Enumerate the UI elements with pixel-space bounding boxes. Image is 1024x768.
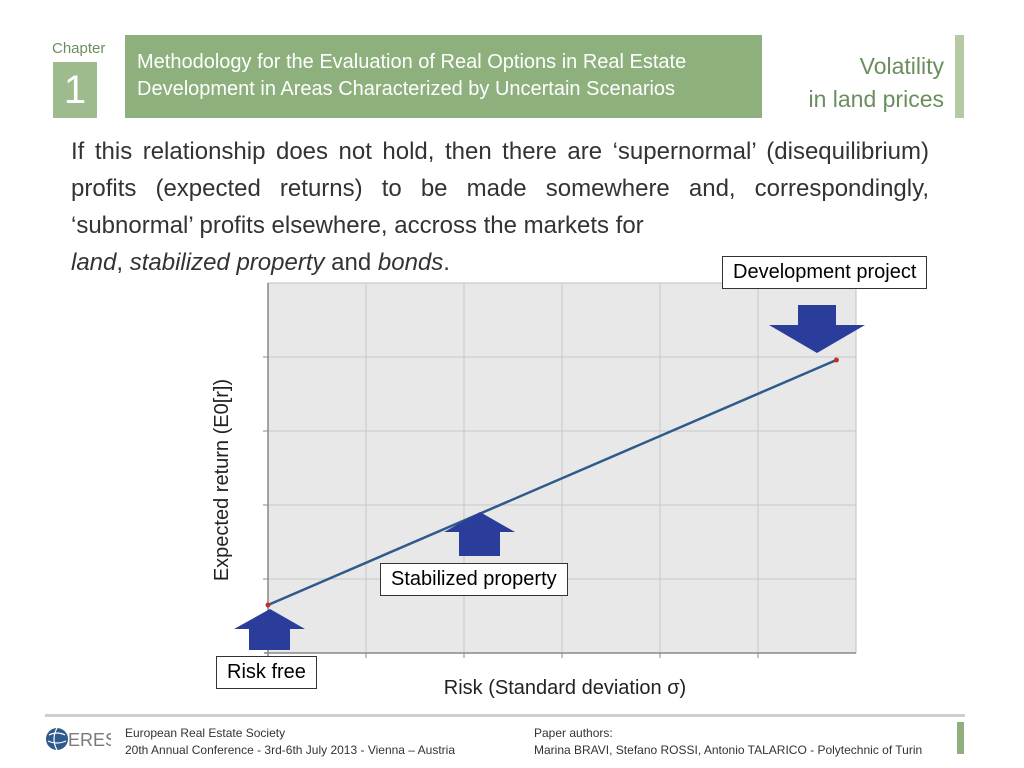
- footer-accent-bar: [957, 722, 964, 754]
- footer-authors-label: Paper authors:: [534, 726, 613, 740]
- footer-org: European Real Estate Society: [125, 726, 286, 740]
- eres-logo-text: ERES: [68, 730, 111, 750]
- body-paragraph: If this relationship does not hold, then…: [71, 133, 929, 281]
- title-line-1: Methodology for the Evaluation of Real O…: [137, 51, 687, 73]
- paragraph-main: If this relationship does not hold, then…: [71, 138, 929, 239]
- sep-2: and: [324, 249, 378, 276]
- presentation-title: Methodology for the Evaluation of Real O…: [125, 35, 762, 118]
- title-line-2: Development in Areas Characterized by Un…: [137, 78, 676, 100]
- eres-logo: ERES: [46, 727, 111, 751]
- word-land: land: [71, 249, 117, 276]
- section-title-line-2: in land prices: [808, 86, 944, 112]
- x-axis-label: Risk (Standard deviation σ): [444, 677, 686, 699]
- sep-end: .: [443, 249, 450, 276]
- sep-1: ,: [116, 249, 130, 276]
- section-title: Volatility in land prices: [808, 50, 944, 116]
- annotation-risk-free: Risk free: [216, 656, 317, 689]
- chapter-label: Chapter: [52, 40, 106, 57]
- footer-left: European Real Estate Society 20th Annual…: [125, 725, 455, 759]
- section-title-line-1: Volatility: [859, 53, 944, 79]
- annotation-development-project: Development project: [722, 256, 928, 289]
- data-point-development-project: [833, 357, 839, 363]
- arrow-up-risk-free-icon: [234, 609, 305, 650]
- y-axis-label: Expected return (E0[r]): [211, 379, 233, 581]
- footer-right: Paper authors: Marina BRAVI, Stefano ROS…: [534, 725, 922, 759]
- data-point-risk-free: [265, 602, 271, 608]
- word-stabilized-property: stabilized property: [129, 249, 325, 276]
- axis-ticks: [263, 356, 759, 658]
- globe-icon: [46, 728, 68, 750]
- word-bonds: bonds: [377, 249, 444, 276]
- paragraph-tail: land, stabilized property and bonds.: [71, 249, 450, 276]
- footer-conference: 20th Annual Conference - 3rd-6th July 20…: [125, 743, 455, 757]
- chapter-number: 1: [53, 62, 97, 118]
- arrow-down-development-icon: [769, 305, 865, 353]
- footer-divider: [45, 714, 965, 717]
- series-line: [267, 358, 837, 607]
- footer-authors: Marina BRAVI, Stefano ROSSI, Antonio TAL…: [534, 743, 923, 757]
- header-accent-bar: [955, 35, 964, 118]
- annotation-stabilized-property: Stabilized property: [380, 563, 568, 596]
- arrow-up-stabilized-icon: [444, 512, 515, 556]
